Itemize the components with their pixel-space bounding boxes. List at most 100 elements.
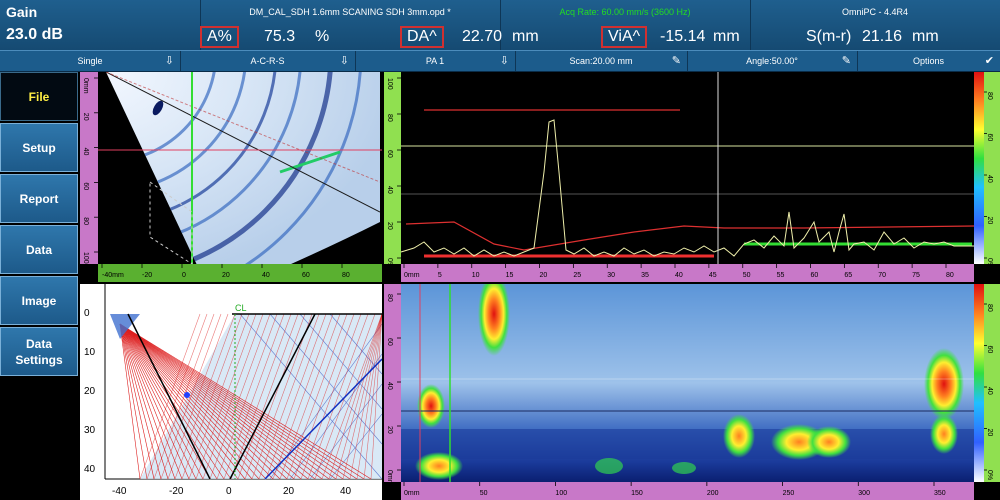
beam-y-tick: 40 <box>84 464 96 475</box>
beam-ray <box>119 323 246 480</box>
reading-smr-label[interactable]: S(m-r) <box>806 28 852 45</box>
toolbar-group[interactable]: PA 1 ⇩ <box>355 51 516 71</box>
toolbar-single-label: Single <box>77 56 103 66</box>
beam-reflection <box>244 313 306 480</box>
ascan-amp-tick: 80 <box>386 114 393 122</box>
ascan-amp-tick: 20 <box>386 222 393 230</box>
toolbar-view[interactable]: A-C-R-S ⇩ <box>180 51 356 71</box>
tcg-curve <box>405 221 975 251</box>
beam-reflection <box>188 313 250 480</box>
ascan-amp-tick: 40 <box>386 186 393 194</box>
beam-ray <box>119 323 239 480</box>
beam-reflection <box>342 313 382 480</box>
sscan-index-tick: -20 <box>142 272 152 279</box>
beam-reflection <box>321 313 382 480</box>
beam-reflection <box>265 313 327 480</box>
beam-ray <box>119 323 358 480</box>
ascan-time-tick: 20 <box>540 272 548 279</box>
beam-ray <box>119 323 176 480</box>
beam-reflection <box>293 313 355 480</box>
toolbar-single[interactable]: Single ⇩ <box>0 51 181 71</box>
cscan-right-ruler <box>984 284 1000 482</box>
ascan-time-tick: 35 <box>641 272 649 279</box>
beam-ray <box>119 323 218 480</box>
beam-ray <box>119 323 309 480</box>
ascan-right-tick: 80 <box>986 92 993 100</box>
sidebar-item-image[interactable]: Image <box>0 276 78 325</box>
beam-ray <box>119 323 155 480</box>
beam-ray <box>119 323 372 480</box>
cscan-panel[interactable]: 0mm 20 40 60 80 0% 20 40 60 80 0mm 50 100 150 200 250… <box>384 284 1000 500</box>
ascan-amplitude-ruler <box>384 72 401 264</box>
sidebar-item-label: Report <box>19 191 59 206</box>
app-version-cell: OmniPC - 4.4R4 <box>750 0 1000 50</box>
sidebar-item-file[interactable]: File <box>0 72 78 121</box>
reading-via-label[interactable]: ViA^ <box>601 26 648 48</box>
arrow-down-icon: ⇩ <box>339 55 349 67</box>
cscan-view[interactable]: 0mm 20 40 60 80 0% 20 40 60 80 0mm 50 100 150 200 250… <box>384 284 1000 500</box>
toolbar-scan-label: Scan:20.00 mm <box>569 56 633 66</box>
beam-x-tick: -20 <box>169 486 184 497</box>
ascan-time-tick: 15 <box>506 272 514 279</box>
beam-ray <box>119 323 169 480</box>
beam-ray <box>119 323 351 480</box>
sscan-view[interactable]: 0mm 20 40 60 80 100 -40mm -20 0 20 40 60 80 <box>80 72 382 282</box>
check-icon: ✔ <box>984 55 994 67</box>
sidebar-item-report[interactable]: Report <box>0 174 78 223</box>
beam-ray <box>119 323 211 480</box>
ascan-panel[interactable]: 0% 20 40 60 80 100 0% 20 40 60 80 <box>384 72 1000 282</box>
beam-reflection <box>195 313 257 480</box>
beam-y-tick: 10 <box>84 347 96 358</box>
beam-reflection <box>279 313 341 480</box>
ascan-time-tick: 65 <box>844 272 852 279</box>
beam-plot[interactable]: CL 0 10 20 30 40 -40 -20 0 20 40 <box>80 284 382 500</box>
beam-ray <box>119 323 204 480</box>
beam-reflection <box>286 313 348 480</box>
sidebar-item-label: File <box>28 89 50 104</box>
cscan-right-tick: 40 <box>986 387 993 395</box>
beam-reflection <box>146 313 208 480</box>
reading-via-value: -15.14 <box>660 28 706 45</box>
ascan-right-tick: 20 <box>986 217 993 225</box>
sscan-depth-tick: 80 <box>82 217 89 225</box>
cscan-image <box>401 284 974 482</box>
toolbar-options[interactable]: Options ✔ <box>857 51 1000 71</box>
cscan-scan-tick: 250 <box>783 490 795 497</box>
beam-plot-panel[interactable]: CL 0 10 20 30 40 -40 -20 0 20 40 <box>80 284 382 500</box>
cscan-depth-tick: 20 <box>386 426 393 434</box>
sidebar-item-data-settings[interactable]: Data Settings <box>0 327 78 376</box>
cscan-scan-tick: 100 <box>555 490 567 497</box>
toolbar-group-label: PA 1 <box>425 56 445 66</box>
beam-ray <box>119 323 253 480</box>
beam-ray <box>119 323 260 480</box>
sscan-index-tick: -40mm <box>102 272 124 279</box>
reading-a-unit: % <box>315 28 330 45</box>
beam-ray <box>119 323 316 480</box>
sscan-panel[interactable]: 0mm 20 40 60 80 100 -40mm -20 0 20 40 60 80 <box>80 72 382 282</box>
beam-ray <box>119 323 190 480</box>
beam-reflection <box>335 313 382 480</box>
beam-ray <box>119 323 148 480</box>
beam-reflection <box>356 313 382 480</box>
toolbar-angle[interactable]: Angle:50.00° ✎ <box>687 51 858 71</box>
beam-y-tick: 30 <box>84 425 96 436</box>
cscan-depth-tick: 60 <box>386 338 393 346</box>
cscan-scan-tick: 50 <box>480 490 488 497</box>
reading-a-label[interactable]: A% <box>200 26 239 48</box>
file-title: DM_CAL_SDH 1.6mm SCANING SDH 3mm.opd * <box>249 7 451 17</box>
beam-ray <box>119 323 344 480</box>
beam-reflection <box>363 313 382 480</box>
ascan-time-tick: 60 <box>811 272 819 279</box>
reading-da-label[interactable]: DA^ <box>400 26 444 48</box>
toolbar-scan[interactable]: Scan:20.00 mm ✎ <box>515 51 688 71</box>
gain-cell[interactable]: Gain 23.0 dB <box>0 0 201 50</box>
sidebar-item-setup[interactable]: Setup <box>0 123 78 172</box>
sidebar-item-data[interactable]: Data <box>0 225 78 274</box>
sscan-index-ruler <box>98 264 382 282</box>
beam-reflection <box>139 313 201 480</box>
focal-point[interactable] <box>184 392 190 398</box>
ascan-view[interactable]: 0% 20 40 60 80 100 0% 20 40 60 80 <box>384 72 1000 282</box>
ascan-time-tick: 75 <box>912 272 920 279</box>
ascan-time-tick: 10 <box>472 272 480 279</box>
sidebar-item-label: Image <box>21 293 57 308</box>
